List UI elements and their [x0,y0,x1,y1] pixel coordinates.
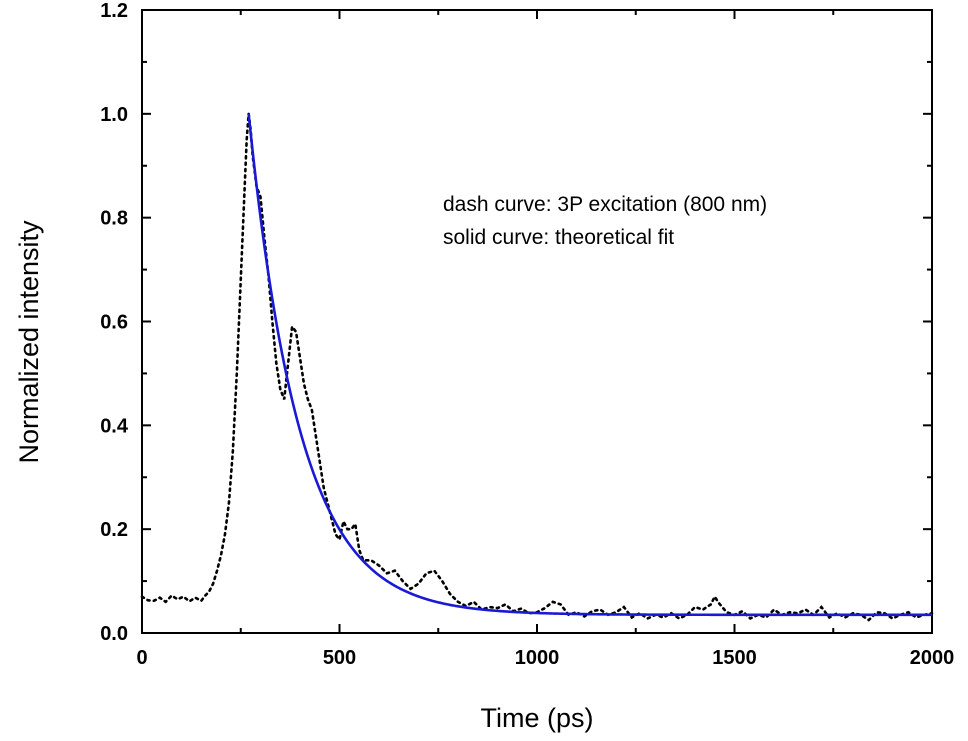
x-tick-label: 0 [136,647,147,669]
y-tick-label: 0.8 [100,208,128,230]
x-tick-label: 1000 [515,647,560,669]
x-tick-label: 500 [323,647,356,669]
y-tick-label: 0.0 [100,623,128,645]
measured-dash-curve [140,113,934,622]
y-tick-label: 0.4 [100,415,129,437]
plot-frame [141,9,933,634]
x-tick-label: 2000 [910,647,955,669]
y-tick-label: 1.0 [100,104,128,126]
annotation-solid-curve: solid curve: theoretical fit [443,226,674,249]
tick-labels: 0 500 1000 1500 2000 0.0 0.2 0.4 0.6 0.8 1.0 1.2 [100,0,954,669]
y-tick-label: 0.6 [100,312,128,334]
theoretical-fit-curve [247,113,932,617]
x-tick-label: 1500 [712,647,757,669]
axis-ticks [141,9,933,634]
y-axis-title: Normalized intensity [14,220,44,464]
x-axis-title: Time (ps) [481,703,594,733]
y-tick-label: 0.2 [100,519,128,541]
y-tick-label: 1.2 [100,0,128,22]
annotation-dash-curve: dash curve: 3P excitation (800 nm) [443,193,767,216]
